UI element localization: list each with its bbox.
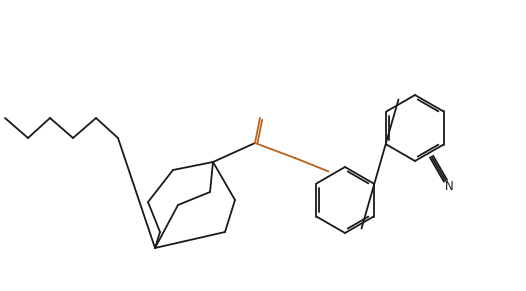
Text: N: N (444, 180, 453, 194)
